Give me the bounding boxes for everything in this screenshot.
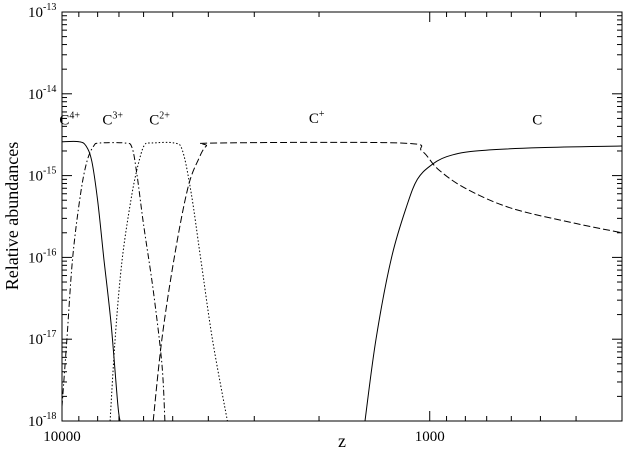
series-label-C: C	[532, 113, 542, 129]
y-tick-base: 10	[28, 414, 43, 430]
y-tick-exponent: -17	[43, 329, 56, 340]
y-tick-base: 10	[28, 250, 43, 266]
series-line-C+	[152, 141, 623, 422]
axis-ticks	[61, 11, 622, 422]
x-tick-label: 1000	[415, 429, 445, 445]
series-label-C+: C+	[309, 109, 325, 127]
series-label-C3+: C3+	[102, 111, 123, 129]
series-line-C2+	[109, 141, 228, 422]
y-tick-exponent: -13	[43, 2, 56, 13]
plot-frame	[61, 11, 623, 422]
series-label-C2+: C2+	[149, 111, 170, 129]
x-tick-label: 10000	[43, 429, 81, 445]
y-tick-label: 10 -13	[28, 2, 56, 21]
x-axis-title: z	[338, 431, 346, 451]
y-tick-label: 10 -16	[28, 247, 56, 266]
y-tick-exponent: -14	[43, 84, 56, 95]
y-tick-exponent: -16	[43, 247, 56, 258]
y-tick-label: 10 -17	[28, 329, 56, 348]
y-tick-base: 10	[28, 5, 43, 21]
series-line-C3+	[61, 142, 166, 422]
y-tick-base: 10	[28, 169, 43, 185]
y-tick-label: 10 -14	[28, 84, 56, 103]
series-label-C4+: C4+	[59, 111, 80, 129]
series-curves	[61, 140, 623, 422]
y-tick-label: 10 -15	[28, 166, 56, 185]
y-tick-exponent: -15	[43, 166, 56, 177]
y-tick-base: 10	[28, 87, 43, 103]
y-tick-exponent: -18	[43, 411, 56, 422]
series-line-C	[364, 145, 623, 422]
y-tick-label: 10 -18	[28, 411, 56, 430]
series-labels: C4+ C3+ C2+ C+ C	[59, 109, 542, 129]
y-axis-title: Relative abundances	[2, 142, 22, 290]
y-tick-base: 10	[28, 332, 43, 348]
series-line-C4+	[61, 140, 121, 422]
